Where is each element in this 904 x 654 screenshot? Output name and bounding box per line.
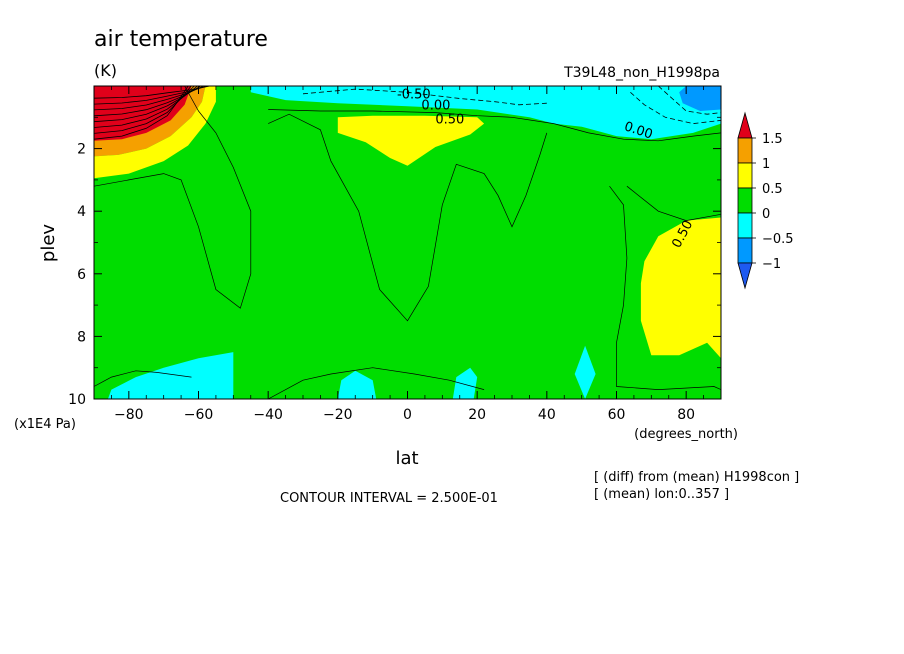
contour-0p25-surface-south bbox=[94, 370, 192, 387]
region-cold-patch-north-mid bbox=[574, 345, 596, 399]
colorbar-label-2: 0.5 bbox=[762, 182, 783, 197]
contour-label-2: 0.50 bbox=[435, 113, 464, 128]
colorbar-seg-4 bbox=[737, 237, 753, 264]
region-cold-anomaly-upper bbox=[250, 86, 721, 140]
x-axis-label: lat bbox=[395, 448, 418, 469]
y-tick-label-8: 8 bbox=[77, 329, 86, 345]
x-tick-label--80: −80 bbox=[114, 407, 144, 423]
x-tick-label--60: −60 bbox=[184, 407, 214, 423]
region-warm-anomaly-tropical bbox=[337, 115, 485, 166]
contour-0p25-north bbox=[609, 185, 721, 390]
colorbar-bottom-triangle bbox=[737, 262, 753, 290]
contour-polar-warm-5 bbox=[94, 86, 204, 111]
region-warm-0p5to1-polar bbox=[94, 86, 216, 179]
region-cold-patch-subtropic-south bbox=[337, 370, 377, 399]
y-tick-label-6: 6 bbox=[77, 267, 86, 283]
note-mean: [ (mean) lon:0..357 ] bbox=[594, 487, 729, 502]
contour-label-1: 0.00 bbox=[421, 98, 450, 113]
contour-label-0: -0.50 bbox=[397, 88, 431, 103]
x-tick-label-80: 80 bbox=[677, 407, 695, 423]
colorbar-label-3: 0 bbox=[762, 207, 770, 222]
chart-units: (K) bbox=[94, 61, 117, 80]
colorbar-label-5: −1 bbox=[762, 257, 781, 272]
y-tick-label-10: 10 bbox=[68, 392, 86, 408]
contour-polar-warm-7 bbox=[94, 86, 211, 99]
contour-0p0-upper bbox=[268, 109, 721, 142]
colorbar-label-0: 1.5 bbox=[762, 132, 783, 147]
note-diff: [ (diff) from (mean) H1998con ] bbox=[594, 470, 799, 485]
colorbar-seg-2 bbox=[737, 187, 753, 214]
y-tick-label-4: 4 bbox=[77, 204, 86, 220]
region-warm-anomaly-north bbox=[640, 217, 721, 359]
colorbar-top-triangle bbox=[737, 111, 753, 139]
region-cold-patch-subtropic-north bbox=[452, 367, 478, 399]
contour-polar-warm-6 bbox=[94, 86, 208, 105]
colorbar-seg-3 bbox=[737, 212, 753, 239]
colorbar-seg-0 bbox=[737, 137, 753, 164]
region-cold-core-north bbox=[679, 86, 721, 111]
plot-area bbox=[94, 86, 721, 399]
chart-title: air temperature bbox=[94, 27, 268, 52]
contour-0p25-south bbox=[94, 86, 252, 309]
contour-0p25-north-inner bbox=[626, 185, 721, 221]
contour-neg-dash-3 bbox=[658, 86, 721, 115]
y-axis-label: plev bbox=[38, 224, 59, 263]
region-cold-patch-south-surface bbox=[107, 352, 234, 399]
x-tick-label-20: 20 bbox=[468, 407, 486, 423]
run-label: T39L48_non_H1998pa bbox=[563, 65, 720, 81]
y-tick-label-2: 2 bbox=[77, 142, 86, 158]
contour-0p25-surface-mid bbox=[268, 367, 485, 399]
colorbar-seg-1 bbox=[737, 162, 753, 189]
x-axis-units: (degrees_north) bbox=[634, 427, 738, 442]
contour-0p25-tropics bbox=[268, 113, 548, 322]
colorbar: 1.5 1 0.5 0 −0.5 −1 bbox=[737, 111, 794, 290]
x-tick-label--40: −40 bbox=[253, 407, 283, 423]
x-tick-label-40: 40 bbox=[538, 407, 556, 423]
colorbar-label-1: 1 bbox=[762, 157, 770, 172]
y-axis-units: (x1E4 Pa) bbox=[14, 417, 76, 432]
x-tick-label-60: 60 bbox=[608, 407, 626, 423]
x-tick-label-0: 0 bbox=[403, 407, 412, 423]
x-tick-label--20: −20 bbox=[323, 407, 353, 423]
contour-interval: CONTOUR INTERVAL = 2.500E-01 bbox=[280, 491, 498, 506]
contour-neg-dash-2 bbox=[630, 92, 721, 125]
contour-polar-warm-4 bbox=[94, 86, 201, 117]
colorbar-label-4: −0.5 bbox=[762, 232, 794, 247]
